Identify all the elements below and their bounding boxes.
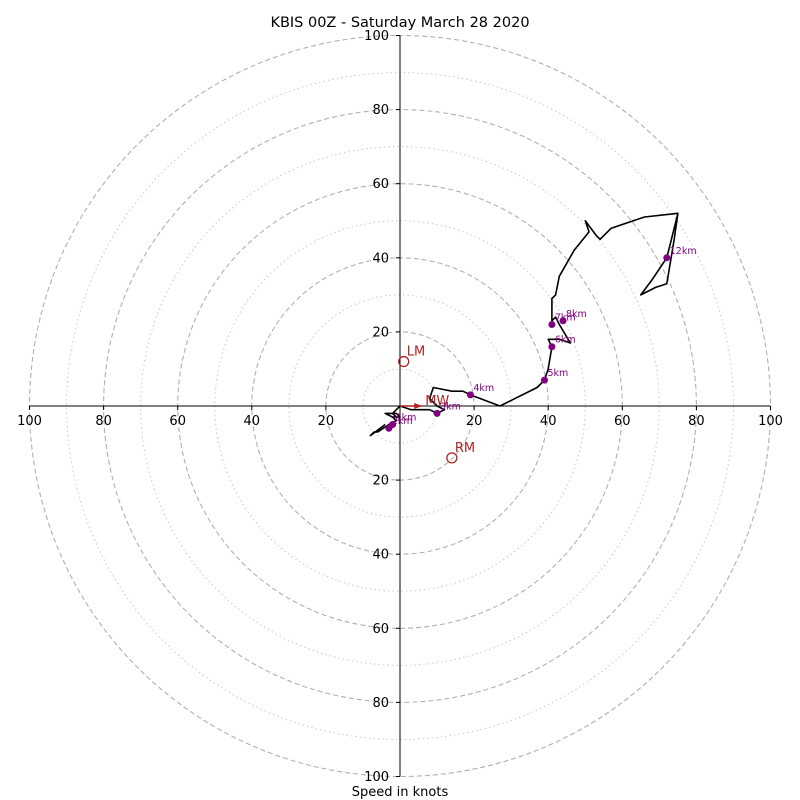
x-tick-label: 100	[17, 414, 42, 429]
height-point-2km	[385, 424, 393, 432]
y-tick-label: 20	[372, 474, 389, 489]
storm-motion-label-lm: LM	[407, 345, 425, 360]
y-tick-label: 100	[364, 29, 389, 44]
x-tick-labels: 100 80 60 40 20 20 40 60 80 100	[17, 406, 783, 429]
height-point-6km	[548, 343, 556, 351]
height-label-2km: 2km	[392, 416, 413, 427]
y-tick-label: 40	[372, 548, 389, 563]
y-tick-label: 60	[372, 622, 389, 637]
height-point-12km	[663, 254, 671, 262]
y-tick-label: 40	[372, 251, 389, 266]
x-axis-label: Speed in knots	[352, 785, 449, 800]
mean-wind-label: MW	[425, 394, 449, 409]
x-tick-label: 40	[244, 414, 261, 429]
storm-motion-marker-rm	[446, 452, 458, 464]
x-tick-label: 80	[95, 414, 112, 429]
x-tick-label: 60	[614, 414, 631, 429]
y-tick-label: 100	[364, 770, 389, 785]
height-point-3km	[433, 409, 441, 417]
y-tick-labels: 100 80 60 40 20 20 40 60 80 100	[364, 29, 400, 785]
storm-motion-label-rm: RM	[455, 441, 475, 456]
mean-wind-arrowhead	[414, 403, 423, 409]
y-tick-label: 60	[372, 177, 389, 192]
height-label-3km: 3km	[440, 401, 461, 412]
height-point-5km	[540, 376, 548, 384]
x-tick-label: 20	[466, 414, 483, 429]
height-label-6km: 6km	[555, 335, 576, 346]
y-tick-label: 80	[372, 696, 389, 711]
height-label-5km: 5km	[547, 368, 568, 379]
x-tick-label: 20	[318, 414, 335, 429]
height-label-8km: 8km	[566, 309, 587, 320]
height-point-4km	[466, 391, 474, 399]
height-label-12km: 12km	[670, 246, 697, 257]
hodograph-trace-layer	[369, 212, 679, 437]
storm-motion-marker-lm	[398, 355, 410, 368]
x-tick-label: 80	[688, 414, 705, 429]
chart-title: KBIS 00Z - Saturday March 28 2020	[270, 15, 529, 31]
x-tick-label: 40	[540, 414, 557, 429]
height-label-4km: 4km	[473, 383, 494, 394]
height-point-7km	[548, 320, 556, 328]
hodograph-trace	[369, 212, 679, 437]
y-tick-label: 80	[372, 103, 389, 118]
y-tick-label: 20	[372, 325, 389, 340]
height-label-7km: 7km	[555, 312, 576, 323]
height-label-1km: 1km	[396, 413, 417, 424]
storm-motion-layer: MW LM RM	[398, 345, 475, 464]
x-tick-label: 100	[758, 414, 783, 429]
x-tick-label: 60	[169, 414, 186, 429]
height-point-8km	[559, 317, 567, 325]
